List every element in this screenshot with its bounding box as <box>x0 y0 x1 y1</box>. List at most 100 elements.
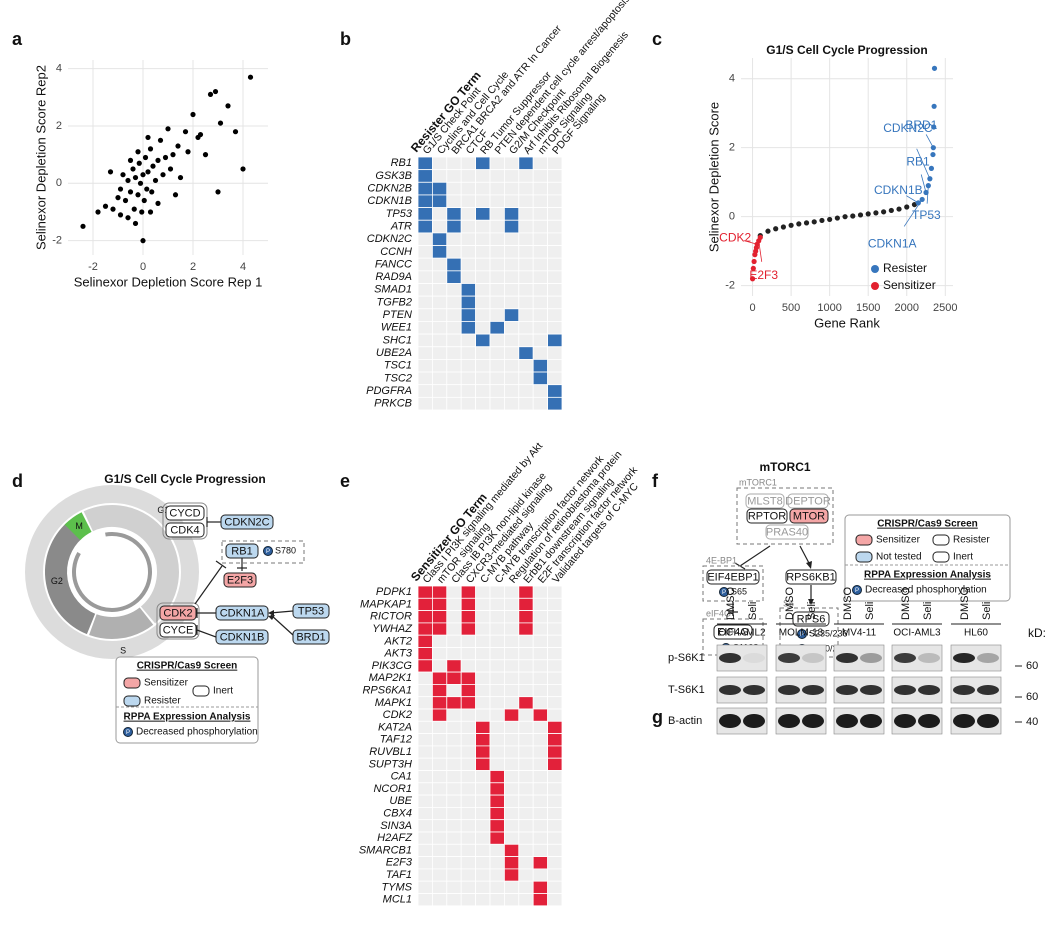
point <box>919 196 925 203</box>
heat-cell <box>460 270 477 284</box>
heat-cell <box>475 257 491 272</box>
blot-band <box>802 685 824 695</box>
point <box>842 214 848 220</box>
heat-cell <box>460 733 477 747</box>
heat-cell <box>503 358 520 373</box>
heat-cell <box>518 597 534 611</box>
heat-cell <box>475 384 491 398</box>
heat-cell <box>503 696 520 710</box>
heat-cell <box>489 733 505 747</box>
heat-cell <box>431 794 448 808</box>
point <box>145 169 151 175</box>
point <box>167 166 174 172</box>
y-axis-label: Selinexor Depletion Score Rep2 <box>33 65 48 250</box>
heat-cell <box>532 245 549 259</box>
heat-cell <box>431 610 448 624</box>
heat-cell <box>417 207 433 221</box>
heat-cell <box>518 671 534 685</box>
heat-cell <box>431 308 448 322</box>
row-label: RUVBL1 <box>369 746 412 758</box>
point <box>140 172 146 178</box>
node <box>165 522 205 538</box>
heat-cell <box>518 156 534 171</box>
legend-swatch <box>871 282 879 290</box>
point <box>132 174 139 181</box>
point <box>115 195 121 201</box>
heat-cell <box>489 585 505 599</box>
y-tick-label: 0 <box>56 177 62 189</box>
heat-cell <box>460 396 477 411</box>
y-tick-label: 2 <box>729 142 735 154</box>
heat-cell <box>518 169 534 183</box>
heat-cell <box>460 622 477 636</box>
heat-cell <box>417 384 433 398</box>
node <box>706 569 760 585</box>
node-label: RPTOR <box>748 510 786 522</box>
legend-title: CRISPR/Cas9 Screen <box>877 519 978 530</box>
heat-cell <box>489 245 505 259</box>
heat-cell <box>503 321 520 335</box>
heat-cell <box>446 610 462 624</box>
heat-cell <box>518 831 534 845</box>
heat-cell <box>532 843 549 857</box>
heat-cell <box>532 194 549 208</box>
phospho-icon <box>719 587 729 597</box>
heat-cell <box>431 893 448 907</box>
node-label: CDKN1A <box>220 607 265 619</box>
node <box>165 505 205 521</box>
heat-cell <box>532 346 549 360</box>
legend-label: Inert <box>213 686 233 697</box>
blot-band <box>918 714 940 728</box>
blot-band <box>836 685 858 695</box>
heat-cell <box>446 270 462 284</box>
cycle-outer-ring <box>25 485 199 659</box>
heat-cell <box>417 257 433 272</box>
heat-cell <box>460 671 477 685</box>
heat-cell <box>532 371 549 386</box>
annotation-leader <box>925 134 934 148</box>
node <box>787 493 829 509</box>
heat-cell <box>503 843 520 857</box>
heat-cell <box>503 671 520 685</box>
heat-cell <box>446 708 462 722</box>
x-tick-label: 0 <box>750 302 756 314</box>
heat-cell <box>518 684 534 698</box>
heat-cell <box>446 295 462 310</box>
annotation: CDKN1A <box>868 237 917 251</box>
node-label: CDK4 <box>170 524 199 536</box>
lane-label: Seli <box>747 602 759 620</box>
heat-cell <box>475 207 491 221</box>
point <box>160 172 166 178</box>
heat-cell <box>417 757 433 771</box>
heat-cell <box>431 671 448 685</box>
row-label: CCNH <box>380 246 412 258</box>
node-label: TP53 <box>298 605 324 617</box>
point <box>150 163 156 169</box>
heat-cell <box>431 807 448 821</box>
row-label: PDGFRA <box>366 385 412 397</box>
blot-band <box>719 714 741 728</box>
row-label: CDKN2B <box>367 183 412 195</box>
heat-cell <box>460 893 477 907</box>
heat-cell <box>475 283 491 297</box>
heat-cell <box>503 770 520 784</box>
heat-cell <box>503 868 520 882</box>
legend-swatch <box>932 551 950 563</box>
arrowhead <box>268 610 274 616</box>
heat-cell <box>417 232 433 246</box>
row-label: CBX4 <box>383 807 412 819</box>
heat-cell <box>475 169 491 183</box>
heat-cell <box>446 257 462 272</box>
heat-cell <box>518 819 534 833</box>
point <box>928 165 935 171</box>
legend-label: Decreased phosphorylation <box>136 727 258 738</box>
heat-cell <box>518 745 534 759</box>
heat-cell <box>547 384 563 398</box>
heat-cell <box>431 207 448 221</box>
point <box>130 166 136 172</box>
heat-cell <box>547 770 563 784</box>
point <box>162 154 169 161</box>
heat-cell <box>446 745 462 759</box>
heat-cell <box>489 333 505 348</box>
heat-cell <box>532 880 549 894</box>
